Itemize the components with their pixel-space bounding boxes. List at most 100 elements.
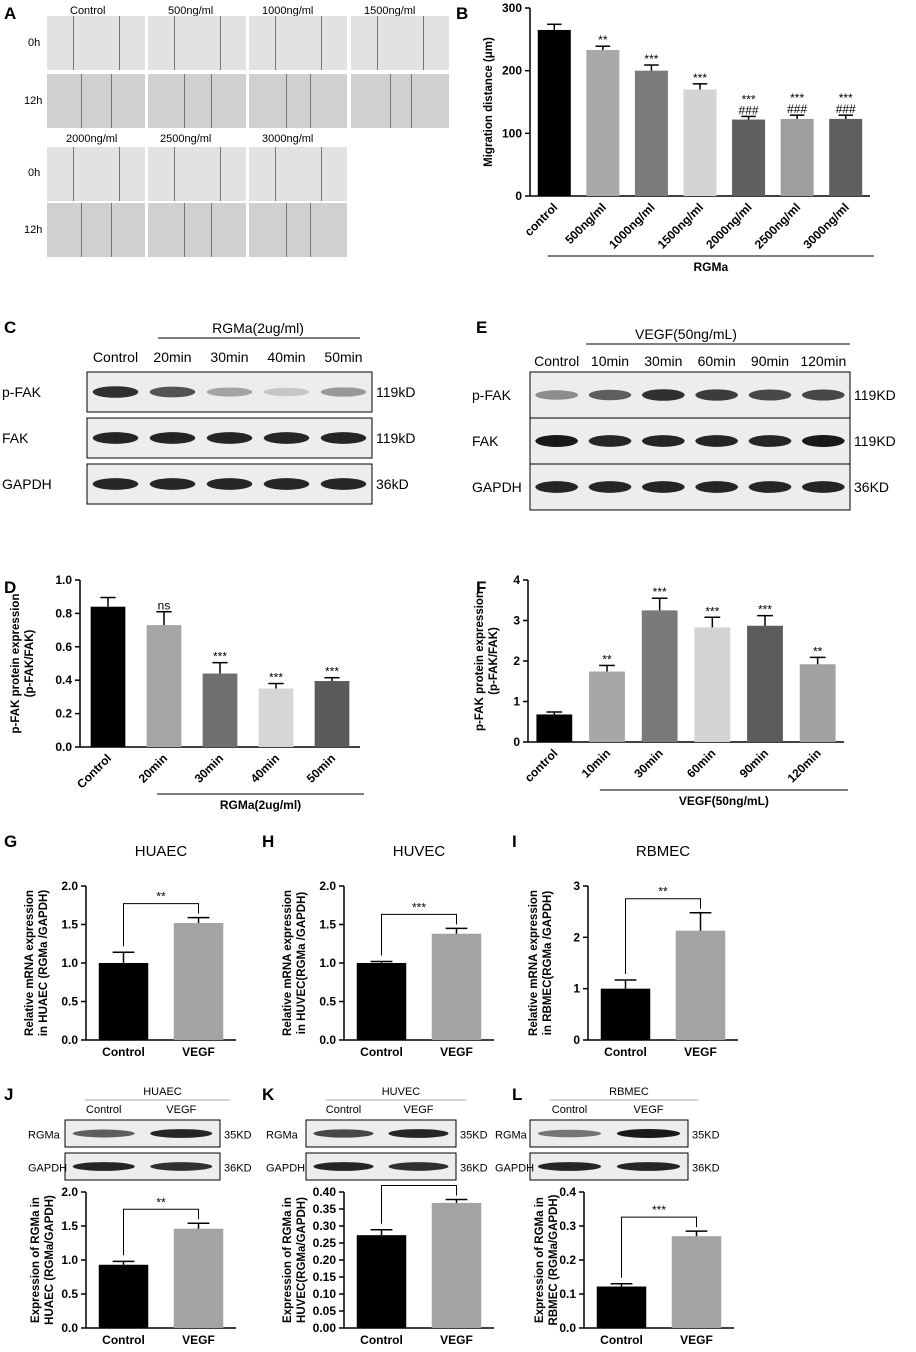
blot-band bbox=[642, 435, 685, 447]
blot-band bbox=[92, 386, 139, 398]
significance-bracket bbox=[625, 898, 701, 974]
time-label-12h-2: 12h bbox=[24, 224, 43, 236]
lane-label: Control bbox=[86, 1104, 121, 1116]
panel-letter-i: I bbox=[512, 832, 517, 851]
blot-c: RGMa(2ug/ml) Control 20min 30min 40min 50min p… bbox=[2, 320, 415, 505]
bar-Control bbox=[98, 963, 149, 1040]
blot-protein-label: p-FAK bbox=[472, 387, 512, 403]
scratch-edge bbox=[73, 16, 74, 70]
blot-band bbox=[537, 1162, 602, 1171]
y-tick-label: 0.5 bbox=[319, 995, 336, 1009]
blot-band bbox=[206, 387, 253, 397]
scratch-edge bbox=[286, 74, 287, 128]
x-tick-label: Control bbox=[102, 1333, 145, 1347]
scratch-edge bbox=[310, 203, 311, 257]
scratch-edge bbox=[220, 147, 221, 201]
blot-band bbox=[535, 481, 578, 493]
scratch-edge bbox=[111, 203, 112, 257]
scratch-edge bbox=[411, 74, 412, 128]
blot-band bbox=[313, 1162, 374, 1171]
y-tick-label: 0 bbox=[515, 189, 522, 203]
bar-2500ng/ml bbox=[780, 118, 814, 196]
blot-kd-label: 35KD bbox=[692, 1130, 720, 1142]
blot-band bbox=[588, 481, 632, 493]
y-axis-label-line: RBMEC (RGMa/GAPDH) bbox=[548, 1194, 560, 1325]
y-axis-label: Expression of RGMa in HUVEC(RGMa/GAPDH) bbox=[282, 1197, 308, 1323]
bar-VEGF bbox=[431, 933, 482, 1040]
y-axis-label-line: HUAEC (RGMa/GAPDH) bbox=[44, 1195, 56, 1325]
micrograph bbox=[249, 147, 347, 201]
bar-50min bbox=[314, 681, 350, 747]
bar-Control bbox=[90, 606, 126, 747]
blot-band bbox=[206, 478, 253, 490]
blot-band bbox=[616, 1129, 681, 1138]
lane-label: VEGF bbox=[166, 1104, 196, 1116]
x-tick-label: 500ng/ml bbox=[562, 200, 609, 247]
bar-30min bbox=[641, 610, 678, 742]
significance-stars: ** bbox=[598, 33, 608, 47]
blot-protein-label: FAK bbox=[472, 433, 499, 449]
y-tick-label: 0.0 bbox=[559, 1321, 576, 1335]
x-tick-label: 90min bbox=[737, 746, 771, 780]
y-axis-label: Relative mRNA expression in HUVEC(RGMa /G… bbox=[282, 890, 308, 1036]
significance-stars: *** bbox=[412, 900, 426, 914]
x-tick-label: 10min bbox=[579, 746, 613, 780]
chart-g-huaec-mrna: HUAEC 0.0 0.5 1.0 1.5 2.0 Relative mRNA expres… bbox=[24, 843, 236, 1059]
x-tick-label: Control bbox=[74, 751, 114, 791]
x-tick-label: 120min bbox=[785, 746, 824, 785]
blot-title: RBMEC bbox=[609, 1086, 649, 1098]
bar-VEGF bbox=[173, 922, 224, 1040]
y-tick-label: 1 bbox=[573, 982, 580, 996]
blot-protein-label: p-FAK bbox=[2, 384, 42, 400]
panel-letter-l: L bbox=[512, 1085, 523, 1104]
group-label: RGMa(2ug/ml) bbox=[220, 798, 301, 812]
x-tick-label: Control bbox=[604, 1045, 647, 1059]
blot-band bbox=[642, 389, 685, 401]
bar-1000ng/ml bbox=[634, 70, 668, 196]
blot-band bbox=[320, 432, 367, 444]
blot-protein-label: GAPDH bbox=[266, 1163, 305, 1175]
y-tick-label: 2.0 bbox=[319, 879, 336, 893]
y-tick-label: 0.0 bbox=[55, 740, 72, 754]
y-tick-label: 1.5 bbox=[61, 1219, 78, 1233]
chart-f-pfak-vegf: 0 1 2 3 4 p-FAK protein expression (p-FAK/FAK)… bbox=[474, 573, 848, 808]
panel-letter-h: H bbox=[262, 832, 275, 851]
scratch-edge bbox=[321, 16, 322, 70]
scratch-edge bbox=[211, 74, 212, 128]
y-tick-label: 1.0 bbox=[61, 956, 78, 970]
lane-label: Control bbox=[534, 353, 579, 369]
blot-band bbox=[748, 435, 792, 447]
header-3000: 3000ng/ml bbox=[262, 133, 314, 145]
blot-k: HUVEC Control VEGF RGMa 35KD GAPDH 36KD bbox=[266, 1086, 488, 1181]
bar-90min bbox=[747, 625, 783, 742]
blot-band bbox=[695, 435, 738, 447]
y-tick-label: 0.10 bbox=[313, 1287, 337, 1301]
y-tick-label: 2 bbox=[513, 654, 520, 668]
micrograph bbox=[47, 74, 145, 128]
significance-bracket bbox=[381, 1184, 457, 1224]
blot-kd-label: 36KD bbox=[460, 1163, 488, 1175]
bar-40min bbox=[258, 688, 294, 747]
x-tick-label: 60min bbox=[684, 746, 718, 780]
group-label: VEGF(50ng/mL) bbox=[679, 794, 769, 808]
x-tick-label: 2000ng/ml bbox=[703, 200, 754, 251]
y-tick-label: 1.0 bbox=[55, 573, 72, 587]
lane-label: VEGF bbox=[634, 1104, 664, 1116]
y-axis-label: Expression of RGMa in HUAEC (RGMa/GAPDH) bbox=[30, 1195, 56, 1325]
chart-i-rbmec-mrna: RBMEC 0 1 2 3 Relative mRNA expression in RBME… bbox=[528, 843, 738, 1059]
blot-protein-label: RGMa bbox=[495, 1130, 528, 1142]
blot-strip bbox=[529, 463, 851, 511]
lane-label: Control bbox=[552, 1104, 587, 1116]
blot-band bbox=[149, 478, 196, 490]
bar-control bbox=[537, 29, 571, 196]
significance-bracket bbox=[123, 1208, 199, 1256]
significance-stars: *** bbox=[758, 603, 772, 617]
y-tick-label: 0.1 bbox=[559, 1287, 576, 1301]
y-tick-label: 0.2 bbox=[55, 707, 72, 721]
blot-kd-label: 119KD bbox=[854, 433, 896, 449]
panel-letter-g: G bbox=[4, 832, 18, 851]
blot-band bbox=[388, 1162, 449, 1171]
panel-letter-j: J bbox=[4, 1085, 14, 1104]
blot-band bbox=[616, 1162, 681, 1171]
time-label-12h: 12h bbox=[24, 95, 43, 107]
